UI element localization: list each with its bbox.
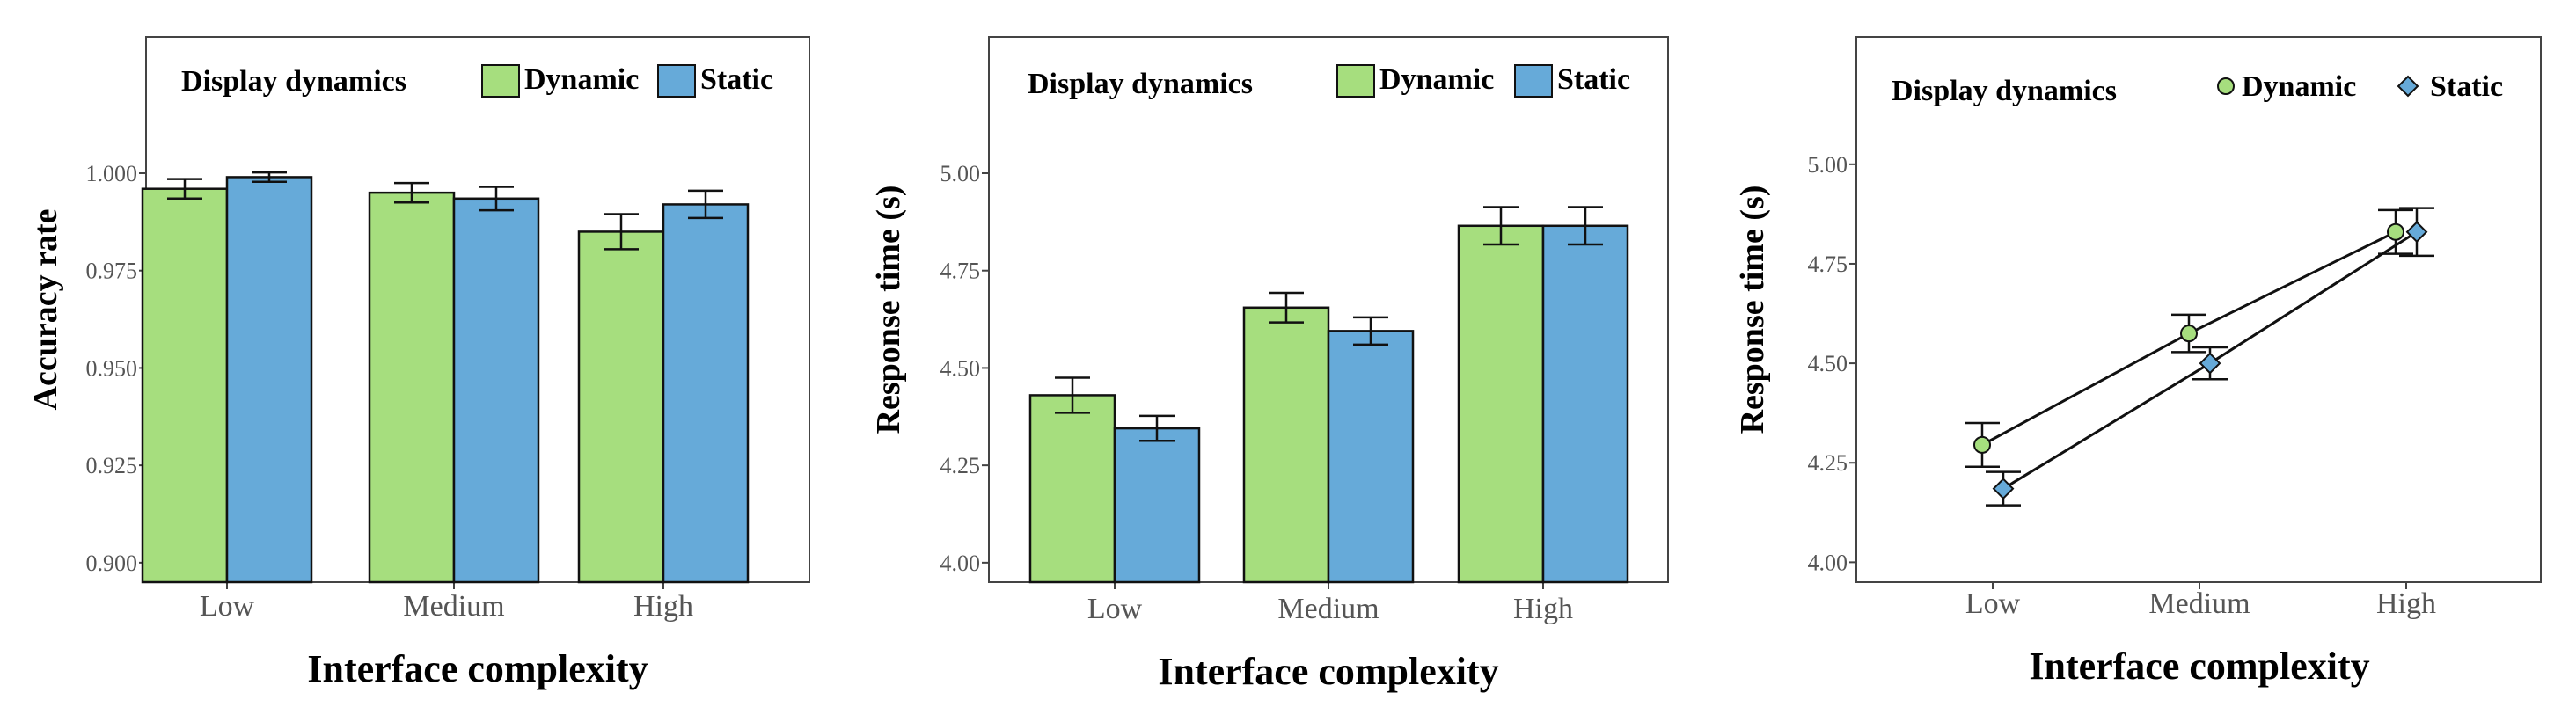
y-tick-label: 4.00 — [940, 551, 981, 576]
y-tick-label: 4.50 — [1808, 351, 1848, 376]
chart-panel-response-bars: 4.00 4.25 4.50 4.75 5.00 Low Medium High Displa… — [870, 36, 1669, 693]
y-tick-label: 0.975 — [86, 259, 138, 284]
bar-dynamic-high — [577, 230, 665, 584]
x-axis-title: Interface complexity — [1158, 650, 1498, 693]
legend-title: Display dynamics — [181, 65, 406, 98]
chart-marks: 4.00 4.25 4.50 4.75 5.00 Low Medium High — [940, 161, 1629, 625]
y-axis-title: Response time (s) — [870, 186, 907, 434]
x-tick-label: Low — [1087, 593, 1143, 625]
point-static-low — [1992, 478, 2015, 500]
y-tick-label: 4.75 — [1808, 252, 1848, 277]
chart-marks: 4.00 4.25 4.50 4.75 5.00 Low Medium High — [1808, 152, 2437, 620]
legend-swatch-dynamic — [1336, 64, 1375, 98]
legend-label-dynamic: Dynamic — [1379, 63, 1494, 96]
legend-swatch-static — [1514, 64, 1553, 98]
y-axis-title: Accuracy rate — [27, 209, 64, 411]
x-tick-label: Low — [200, 590, 255, 623]
point-dynamic-low — [1973, 435, 1991, 454]
x-tick-label: Low — [1965, 587, 2021, 620]
bar-static-high — [1541, 224, 1629, 584]
y-tick-label: 4.00 — [1808, 550, 1848, 575]
legend: Display dynamics Dynamic Static — [1892, 70, 2503, 107]
bar-dynamic-medium — [1242, 306, 1330, 584]
point-dynamic-medium — [2180, 325, 2198, 343]
x-axis-title: Interface complexity — [2029, 645, 2369, 688]
y-tick-label: 4.75 — [940, 259, 981, 284]
bar-dynamic-low — [141, 187, 229, 584]
legend: Display dynamics Dynamic Static — [1028, 63, 1630, 100]
bar-static-low — [1113, 427, 1201, 584]
legend-title: Display dynamics — [1892, 75, 2117, 107]
x-tick-label: High — [1513, 593, 1573, 625]
x-tick-label: Medium — [1277, 593, 1379, 625]
y-tick-label: 0.900 — [86, 551, 138, 576]
legend-marker-static — [2397, 75, 2419, 98]
x-tick-label: Medium — [2148, 587, 2250, 620]
point-static-high — [2405, 221, 2428, 244]
y-axis-title: Response time (s) — [1734, 186, 1771, 434]
legend-label-dynamic: Dynamic — [524, 63, 639, 96]
plot-frame — [1855, 36, 2542, 583]
y-tick-label: 5.00 — [940, 161, 981, 186]
bar-static-medium — [1327, 330, 1415, 584]
x-axis-title: Interface complexity — [307, 647, 648, 690]
y-tick-label: 4.25 — [940, 453, 981, 478]
legend-swatch-static — [657, 64, 696, 98]
y-tick-label: 5.00 — [1808, 152, 1848, 178]
y-tick-label: 0.950 — [86, 355, 138, 381]
legend-label-static: Static — [2430, 70, 2503, 103]
bar-static-high — [662, 203, 750, 584]
bar-static-low — [225, 176, 313, 584]
bar-dynamic-high — [1457, 224, 1545, 584]
legend-label-static: Static — [1557, 63, 1630, 96]
chart-panel-accuracy: 0.900 0.925 0.950 0.975 1.000 Low Medium High D… — [27, 36, 810, 690]
bar-dynamic-medium — [368, 191, 456, 584]
legend-marker-dynamic — [2217, 77, 2235, 95]
x-tick-label: High — [2376, 587, 2436, 620]
y-tick-label: 4.25 — [1808, 450, 1848, 476]
legend-label-dynamic: Dynamic — [2242, 70, 2356, 103]
legend: Display dynamics Dynamic Static — [181, 63, 773, 98]
x-tick-label: Medium — [403, 590, 504, 623]
point-static-medium — [2199, 352, 2221, 375]
x-tick-label: High — [633, 590, 693, 623]
bar-static-medium — [452, 197, 540, 584]
y-tick-label: 4.50 — [940, 355, 981, 381]
chart-panel-response-lines: 4.00 4.25 4.50 4.75 5.00 Low Medium High Displa… — [1734, 36, 2542, 688]
point-dynamic-high — [2387, 222, 2404, 241]
y-tick-label: 1.000 — [86, 161, 138, 186]
legend-title: Display dynamics — [1028, 68, 1253, 100]
y-tick-label: 0.925 — [86, 453, 138, 478]
legend-label-static: Static — [700, 63, 773, 96]
legend-swatch-dynamic — [481, 64, 520, 98]
bar-dynamic-low — [1028, 394, 1116, 584]
chart-marks: 0.900 0.925 0.950 0.975 1.000 Low Medium High — [86, 161, 750, 623]
